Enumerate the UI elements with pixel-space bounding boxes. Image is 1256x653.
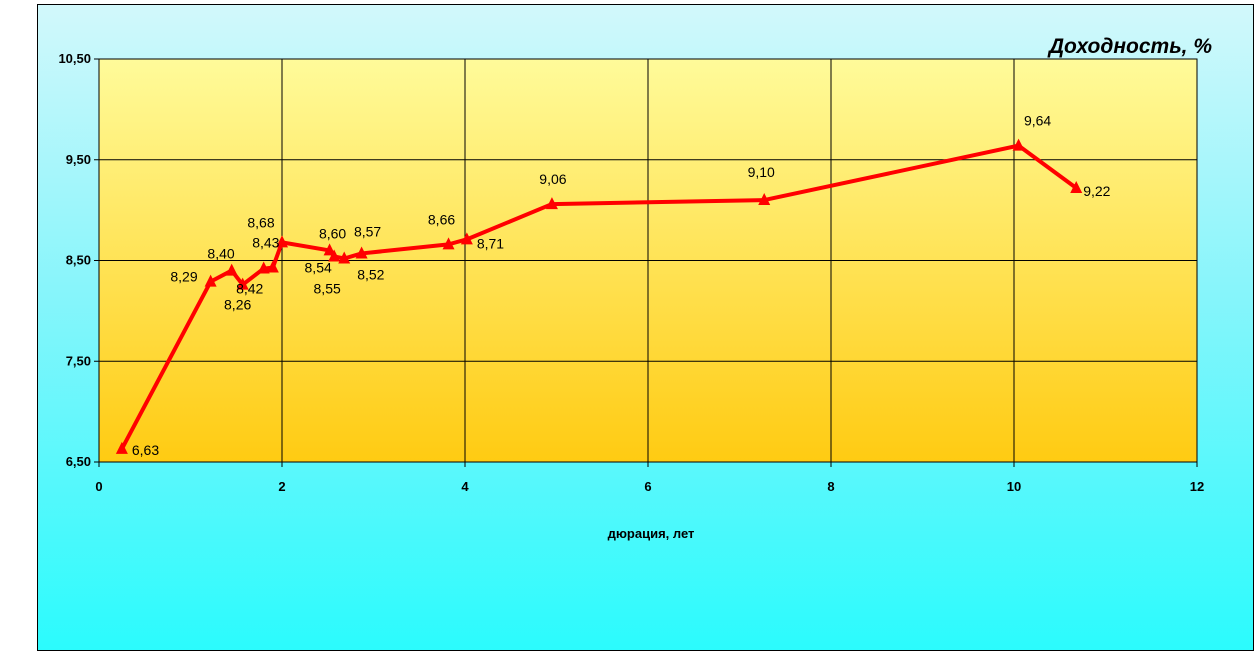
y-tick-label: 7,50: [66, 353, 91, 368]
data-label: 9,06: [539, 171, 566, 187]
data-point-marker: [257, 261, 270, 274]
data-point-marker: [276, 235, 288, 248]
x-axis-ticks: 0 2 4 6 8 10 12: [95, 479, 1204, 494]
data-point-marker: [1012, 138, 1025, 151]
data-point-marker: [323, 243, 336, 256]
data-label: 9,64: [1024, 113, 1051, 129]
x-tick-label: 10: [1007, 479, 1021, 494]
data-point-marker: [545, 197, 558, 210]
data-label: 8,71: [477, 235, 504, 251]
y-tick-label: 8,50: [66, 253, 91, 268]
data-point-marker: [460, 232, 473, 245]
data-label: 9,22: [1083, 183, 1110, 199]
data-label: 8,55: [314, 280, 341, 296]
y-tick-label: 6,50: [66, 454, 91, 469]
y-tick-label: 10,50: [58, 51, 91, 66]
chart-title: Доходность, %: [1047, 35, 1212, 58]
y-tick-label: 9,50: [66, 152, 91, 167]
data-label: 8,68: [247, 214, 274, 230]
x-tick-label: 12: [1190, 479, 1204, 494]
data-label: 8,29: [170, 269, 197, 285]
data-point-marker: [225, 263, 238, 276]
data-point-marker: [115, 441, 128, 454]
data-label: 8,54: [305, 259, 332, 275]
data-point-marker: [338, 251, 351, 264]
data-label: 8,57: [354, 223, 381, 239]
data-labels: 6,63 8,29 8,40 8,268,42 8,43 8,68 8,60 8,54 8,52…: [132, 113, 1111, 458]
y-axis-ticks: 6,50 7,50 8,50 9,50 10,50: [58, 51, 91, 469]
data-point-marker: [266, 260, 279, 273]
data-point-marker: [328, 249, 341, 262]
x-tick-label: 4: [461, 479, 469, 494]
data-label: 8,43: [252, 235, 279, 251]
data-point-marker: [442, 237, 455, 250]
data-label: 8,66: [428, 211, 455, 227]
data-point-marker: [355, 246, 368, 259]
data-label: 8,52: [357, 266, 384, 282]
data-label: 6,63: [132, 442, 159, 458]
data-markers: [115, 138, 1083, 454]
x-tick-label: 6: [644, 479, 651, 494]
x-tick-label: 8: [827, 479, 834, 494]
gridlines: [94, 58, 1198, 467]
data-point-marker: [236, 277, 249, 290]
chart-area: 6,50 7,50 8,50 9,50 10,50 0 2 4 6 8 10 12 6,63 8,29…: [37, 4, 1254, 651]
data-label: 8,40: [207, 246, 234, 262]
data-label: 8,26: [224, 297, 251, 313]
x-axis-title: дюрация, лет: [608, 526, 695, 541]
yield-curve-chart: 6,50 7,50 8,50 9,50 10,50 0 2 4 6 8 10 12 6,63 8,29…: [58, 35, 1212, 541]
data-label: 8,60: [319, 225, 346, 241]
data-point-marker: [1070, 180, 1083, 193]
data-point-marker: [204, 274, 217, 287]
x-tick-label: 0: [95, 479, 102, 494]
data-label: 9,10: [748, 164, 775, 180]
x-tick-label: 2: [278, 479, 285, 494]
data-label: 8,42: [236, 281, 263, 297]
data-point-marker: [758, 193, 771, 206]
